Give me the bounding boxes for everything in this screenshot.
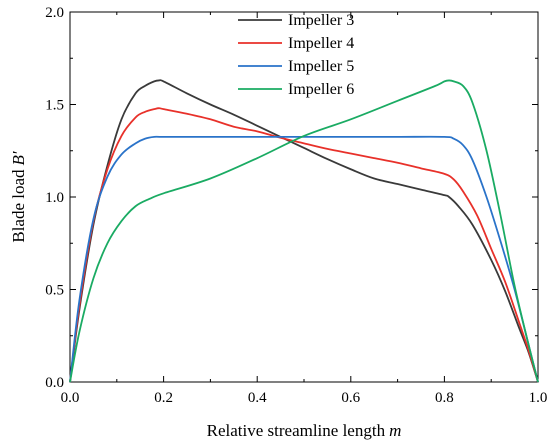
y-tick-label: 1.0 bbox=[45, 190, 64, 206]
legend-label-4: Impeller 6 bbox=[288, 81, 354, 98]
legend-label-1: Impeller 3 bbox=[288, 12, 354, 29]
x-tick-label: 0.2 bbox=[154, 390, 173, 406]
y-tick-label: 0.0 bbox=[45, 375, 64, 391]
y-tick-label: 2.0 bbox=[45, 5, 64, 21]
series-lines bbox=[69, 79, 539, 383]
series-line-3 bbox=[69, 135, 539, 383]
legend: Impeller 3 Impeller 4 Impeller 5 Impeller 6 bbox=[238, 12, 354, 98]
y-axis-title: Blade load B′ bbox=[9, 151, 28, 243]
legend-label-3: Impeller 5 bbox=[288, 58, 354, 75]
x-tick-label: 0.6 bbox=[341, 390, 360, 406]
y-tick-label: 1.5 bbox=[45, 98, 64, 114]
series-line-1 bbox=[69, 79, 539, 383]
series-line-2 bbox=[69, 107, 539, 383]
x-axis-title-variable: m bbox=[389, 421, 401, 440]
axis-ticks bbox=[69, 11, 539, 383]
x-tick-label: 0.8 bbox=[435, 390, 454, 406]
x-tick-label: 1.0 bbox=[529, 390, 548, 406]
x-tick-label: 0.4 bbox=[248, 390, 267, 406]
y-tick-label: 0.5 bbox=[45, 283, 64, 299]
y-axis-title-variable: B′ bbox=[9, 151, 28, 165]
y-axis-title-text: Blade load bbox=[9, 169, 28, 243]
x-axis-title: Relative streamline length m bbox=[207, 421, 402, 440]
tick-labels: 0.0 0.2 0.4 0.6 0.8 1.0 0.0 0.5 1.0 1.5 2.0 bbox=[45, 5, 547, 406]
legend-label-2: Impeller 4 bbox=[288, 35, 354, 52]
x-axis-title-text: Relative streamline length bbox=[207, 421, 386, 440]
series-line-4 bbox=[69, 79, 539, 383]
x-tick-label: 0.0 bbox=[61, 390, 80, 406]
